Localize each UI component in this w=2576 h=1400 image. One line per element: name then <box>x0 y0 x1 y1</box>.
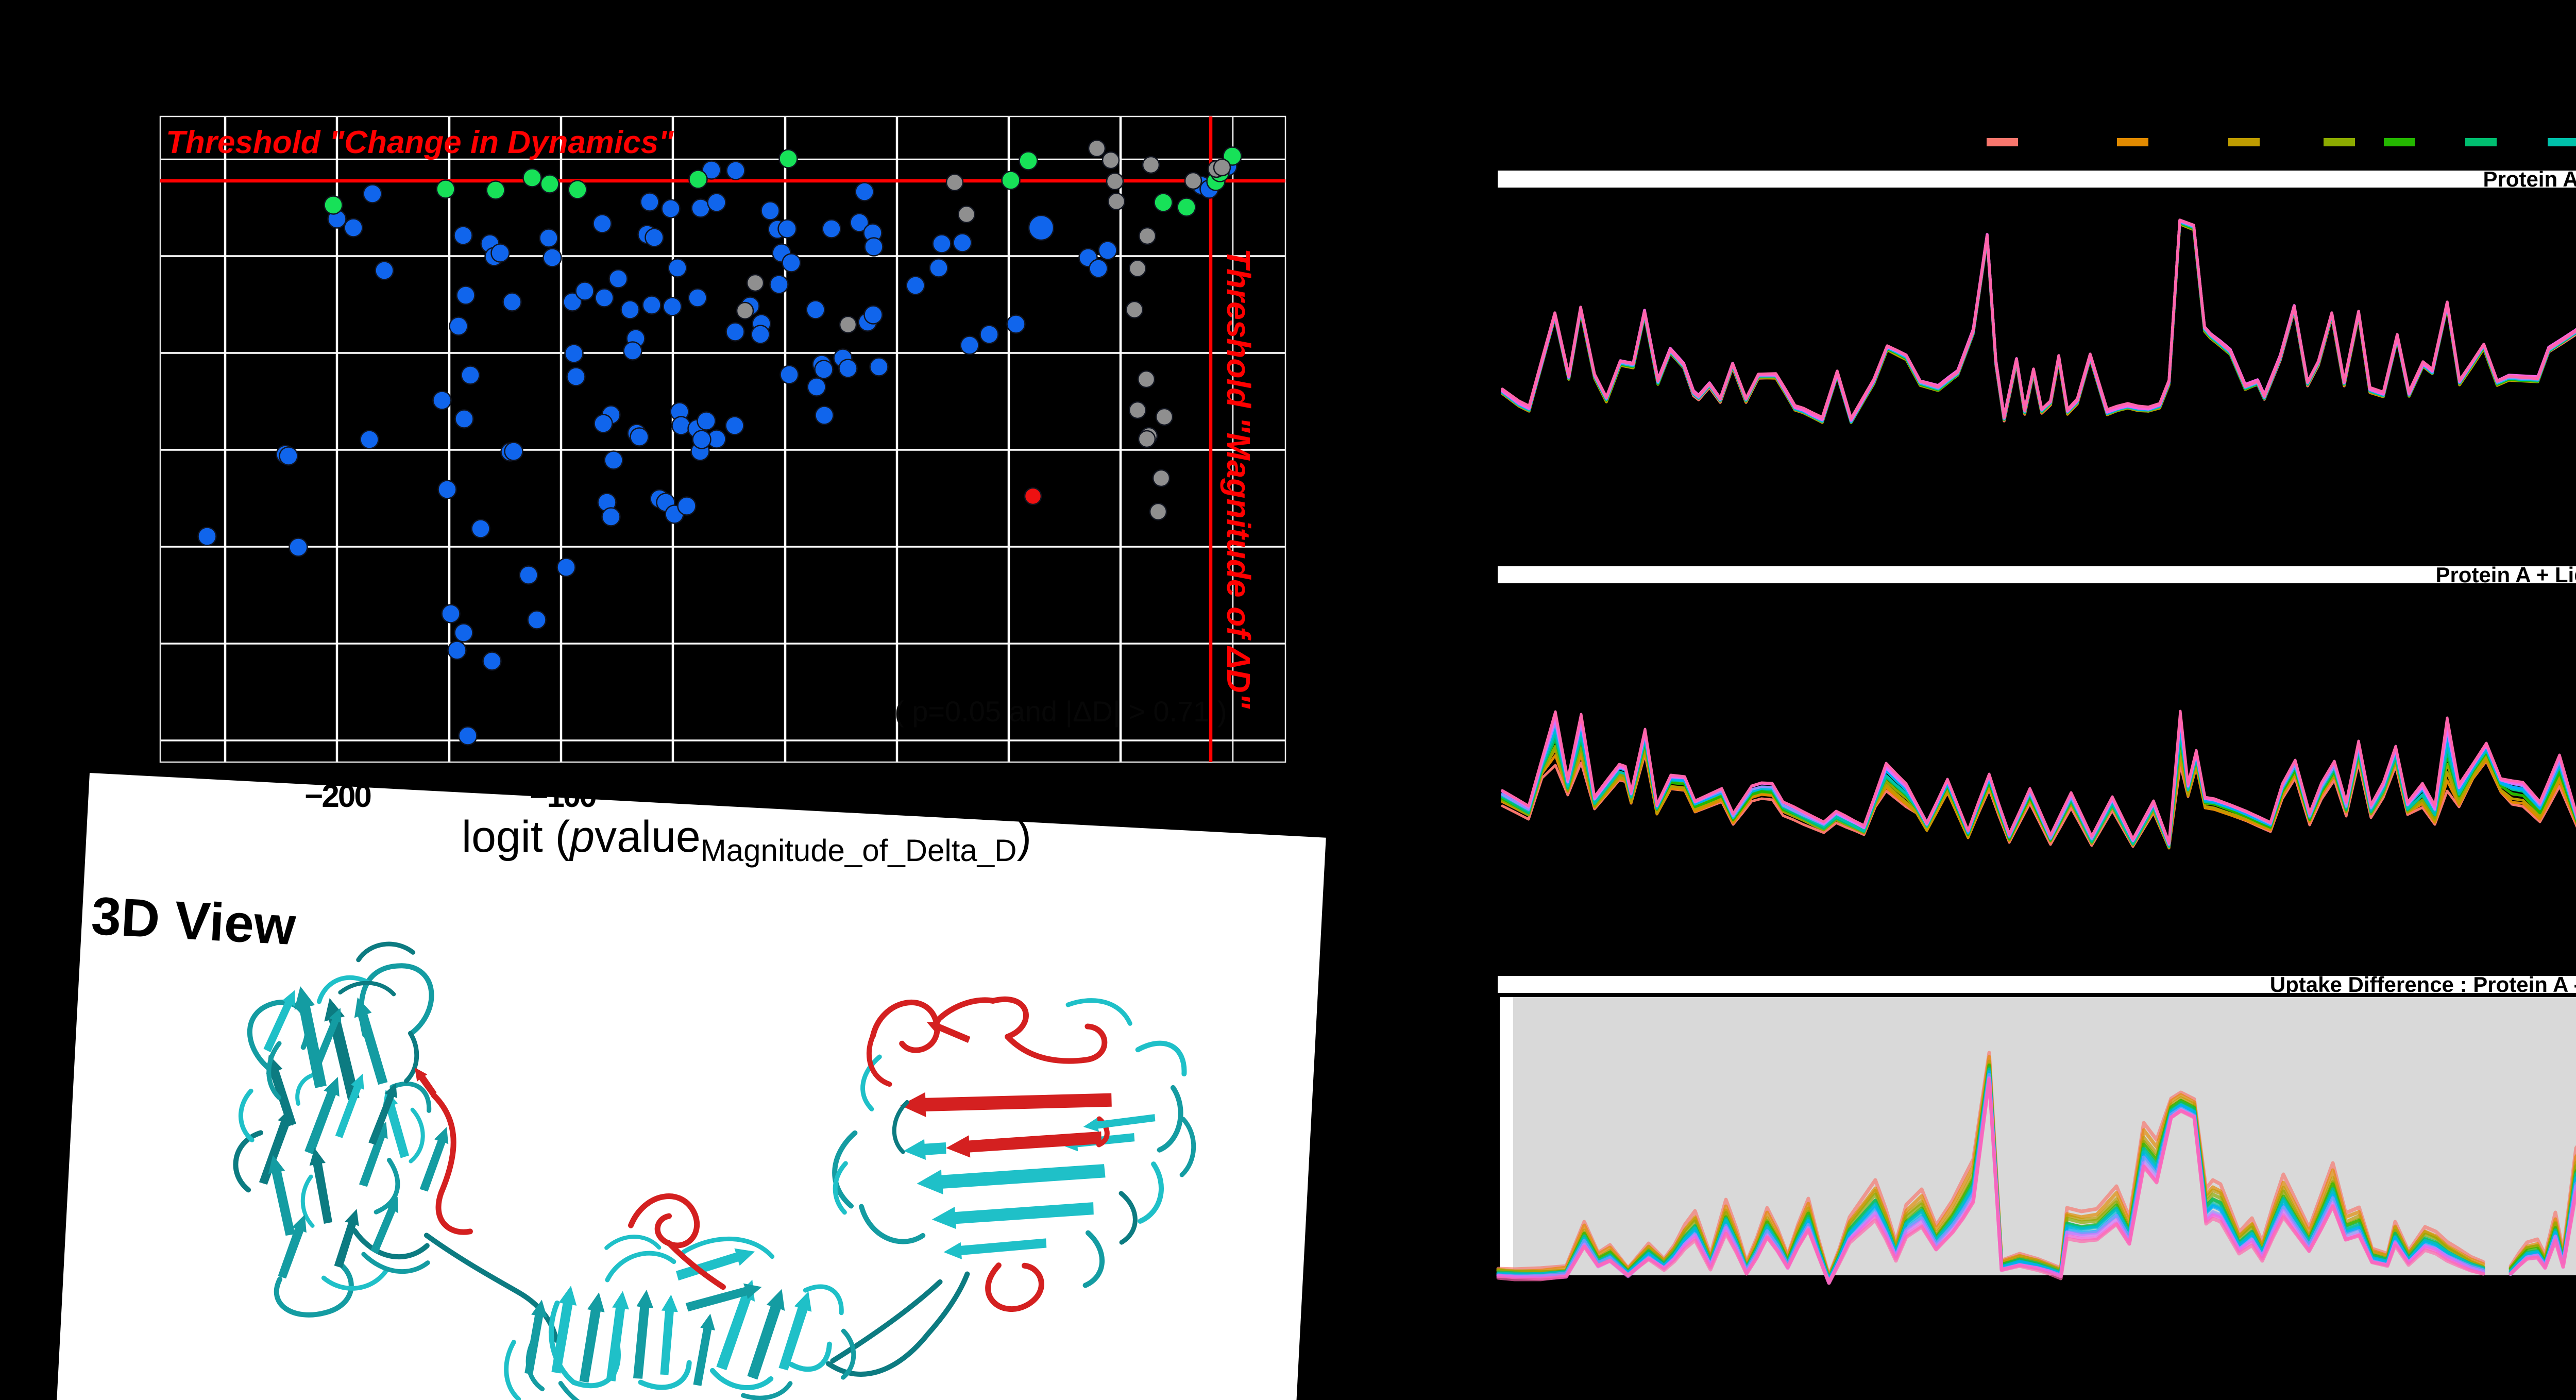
svg-text:( p=0.05 and |ΔD| > 0.71 ): ( p=0.05 and |ΔD| > 0.71 ) <box>894 695 1227 728</box>
svg-text:−100: −100 <box>530 779 596 814</box>
svg-text:Uptake Difference : Protein A: Uptake Difference : Protein A - (Protein… <box>2270 972 2576 997</box>
svg-text:Protein A + Ligand: Protein A + Ligand <box>2435 563 2576 587</box>
svg-text:−200: −200 <box>304 779 370 814</box>
svg-text:Threshold "Change in Dynamics": Threshold "Change in Dynamics" <box>166 125 674 160</box>
svg-text:Threshold "Magnitude of ΔD": Threshold "Magnitude of ΔD" <box>1220 248 1257 709</box>
svg-text:3D View: 3D View <box>90 886 298 957</box>
svg-text:Protein A: Protein A <box>2483 167 2576 191</box>
